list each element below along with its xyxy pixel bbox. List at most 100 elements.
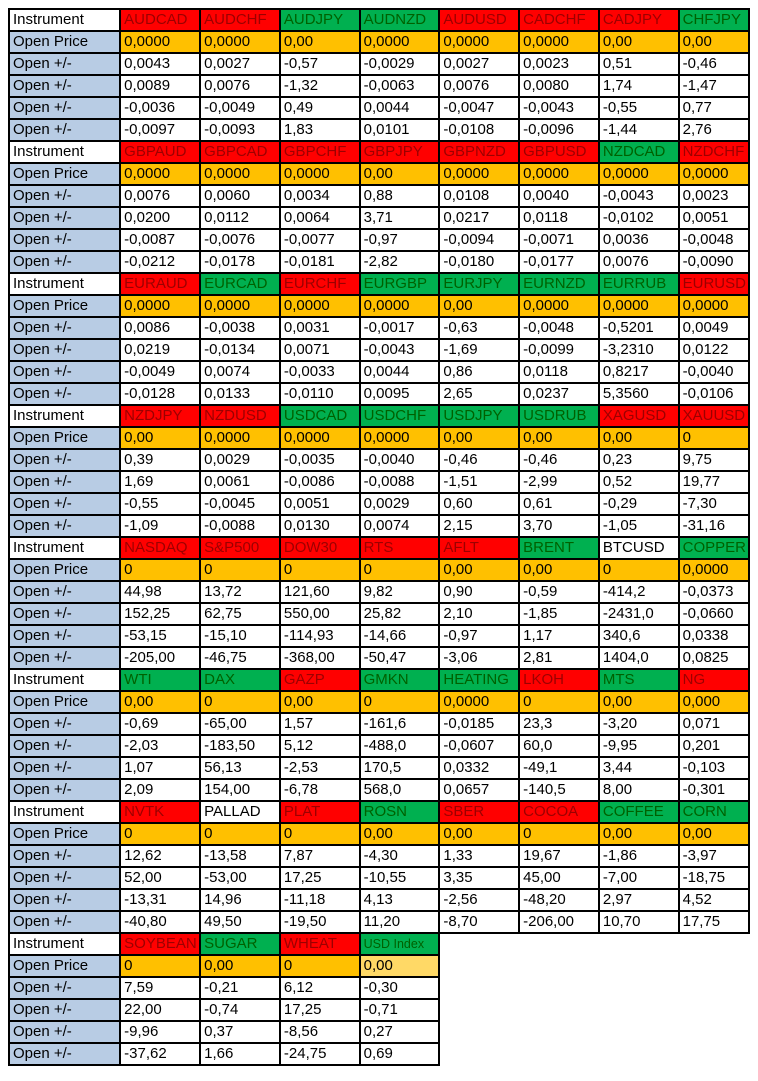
change-cell[interactable]: 550,00	[278, 602, 361, 626]
change-cell[interactable]: -0,0093	[199, 118, 281, 142]
row-label-open-change[interactable]: Open +/-	[7, 712, 122, 736]
open-price-cell[interactable]: 0,0000	[677, 558, 751, 582]
change-cell[interactable]: 3,71	[358, 206, 441, 230]
open-price-cell[interactable]: 0,0000	[597, 294, 680, 318]
change-cell[interactable]: 0,90	[438, 580, 521, 604]
change-cell[interactable]: 0,0825	[677, 646, 751, 670]
change-cell[interactable]: -48,20	[518, 888, 600, 912]
change-cell[interactable]: -488,0	[358, 734, 441, 758]
open-price-cell[interactable]: 0,00	[597, 426, 680, 450]
change-cell[interactable]: -0,0048	[518, 316, 600, 340]
open-price-cell[interactable]: 0	[358, 558, 441, 582]
change-cell[interactable]: -3,20	[597, 712, 680, 736]
row-label-open-price[interactable]: Open Price	[7, 294, 122, 318]
change-cell[interactable]: 0,0044	[358, 360, 441, 384]
change-cell[interactable]: -0,0086	[278, 470, 361, 494]
change-cell[interactable]: -11,18	[278, 888, 361, 912]
instrument-cell[interactable]: GAZP	[278, 668, 361, 692]
change-cell[interactable]: 170,5	[358, 756, 441, 780]
change-cell[interactable]: 2,10	[438, 602, 521, 626]
instrument-cell[interactable]: XAGUSD	[597, 404, 680, 428]
change-cell[interactable]: -1,86	[597, 844, 680, 868]
change-cell[interactable]: -9,96	[119, 1020, 202, 1044]
open-price-cell[interactable]: 0,0000	[278, 426, 361, 450]
change-cell[interactable]: 0,0023	[518, 52, 600, 76]
open-price-cell[interactable]: 0,0000	[518, 30, 600, 54]
row-label-instrument[interactable]: Instrument	[7, 404, 122, 428]
open-price-cell[interactable]: 0,00	[119, 690, 202, 714]
change-cell[interactable]: 52,00	[119, 866, 202, 890]
change-cell[interactable]: -0,0029	[358, 52, 441, 76]
change-cell[interactable]: -114,93	[278, 624, 361, 648]
row-label-instrument[interactable]: Instrument	[7, 536, 122, 560]
change-cell[interactable]: -0,55	[119, 492, 202, 516]
change-cell[interactable]: -1,44	[597, 118, 680, 142]
change-cell[interactable]: -368,00	[278, 646, 361, 670]
instrument-cell[interactable]: USDRUB	[518, 404, 600, 428]
change-cell[interactable]: -0,46	[518, 448, 600, 472]
change-cell[interactable]: 7,87	[278, 844, 361, 868]
change-cell[interactable]: -10,55	[358, 866, 441, 890]
row-label-open-change[interactable]: Open +/-	[7, 360, 122, 384]
change-cell[interactable]: 0,0031	[278, 316, 361, 340]
change-cell[interactable]: 1,69	[119, 470, 202, 494]
row-label-open-change[interactable]: Open +/-	[7, 448, 122, 472]
change-cell[interactable]: -53,15	[119, 624, 202, 648]
change-cell[interactable]: 19,67	[518, 844, 600, 868]
change-cell[interactable]: -0,0097	[119, 118, 202, 142]
instrument-cell[interactable]: MTS	[597, 668, 680, 692]
open-price-cell[interactable]: 0,0000	[278, 294, 361, 318]
change-cell[interactable]: 3,70	[518, 514, 600, 538]
change-cell[interactable]: 5,3560	[597, 382, 680, 406]
instrument-cell[interactable]: DAX	[199, 668, 281, 692]
open-price-cell[interactable]: 0,00	[597, 822, 680, 846]
change-cell[interactable]: -65,00	[199, 712, 281, 736]
row-label-open-change[interactable]: Open +/-	[7, 118, 122, 142]
change-cell[interactable]: -0,0607	[438, 734, 521, 758]
open-price-cell[interactable]: 0,0000	[438, 30, 521, 54]
instrument-cell[interactable]: GBPCHF	[278, 140, 361, 164]
change-cell[interactable]: 0,0217	[438, 206, 521, 230]
change-cell[interactable]: 23,3	[518, 712, 600, 736]
change-cell[interactable]: 0,86	[438, 360, 521, 384]
change-cell[interactable]: -2,53	[278, 756, 361, 780]
change-cell[interactable]: 0,0036	[597, 228, 680, 252]
change-cell[interactable]: 0,0101	[358, 118, 441, 142]
change-cell[interactable]: -1,85	[518, 602, 600, 626]
open-price-cell[interactable]: 0,0000	[119, 162, 202, 186]
row-label-instrument[interactable]: Instrument	[7, 668, 122, 692]
change-cell[interactable]: -0,71	[358, 998, 441, 1022]
change-cell[interactable]: 0,0076	[438, 74, 521, 98]
change-cell[interactable]: -0,0040	[358, 448, 441, 472]
open-price-cell[interactable]: 0,0000	[358, 294, 441, 318]
open-price-cell[interactable]: 0	[597, 558, 680, 582]
change-cell[interactable]: 1404,0	[597, 646, 680, 670]
change-cell[interactable]: -0,0045	[199, 492, 281, 516]
change-cell[interactable]: 568,0	[358, 778, 441, 802]
change-cell[interactable]: -140,5	[518, 778, 600, 802]
change-cell[interactable]: -0,0102	[597, 206, 680, 230]
change-cell[interactable]: -1,47	[677, 74, 751, 98]
change-cell[interactable]: 0,49	[278, 96, 361, 120]
change-cell[interactable]: 3,35	[438, 866, 521, 890]
change-cell[interactable]: 2,09	[119, 778, 202, 802]
change-cell[interactable]: 0,071	[677, 712, 751, 736]
change-cell[interactable]: -0,0071	[518, 228, 600, 252]
open-price-cell[interactable]: 0,0000	[199, 30, 281, 54]
open-price-cell[interactable]: 0,0000	[438, 690, 521, 714]
open-price-cell[interactable]: 0,0000	[358, 426, 441, 450]
open-price-cell[interactable]: 0,00	[518, 426, 600, 450]
change-cell[interactable]: 5,12	[278, 734, 361, 758]
change-cell[interactable]: 1,57	[278, 712, 361, 736]
open-price-cell[interactable]: 0,00	[677, 30, 751, 54]
change-cell[interactable]: -414,2	[597, 580, 680, 604]
row-label-open-change[interactable]: Open +/-	[7, 624, 122, 648]
change-cell[interactable]: -0,0212	[119, 250, 202, 274]
open-price-cell[interactable]: 0,00	[438, 558, 521, 582]
instrument-cell[interactable]: USD Index	[358, 932, 441, 956]
instrument-cell[interactable]: NZDJPY	[119, 404, 202, 428]
open-price-cell[interactable]: 0,00	[358, 822, 441, 846]
open-price-cell[interactable]: 0,0000	[119, 294, 202, 318]
change-cell[interactable]: 0,27	[358, 1020, 441, 1044]
instrument-cell[interactable]: LKOH	[518, 668, 600, 692]
